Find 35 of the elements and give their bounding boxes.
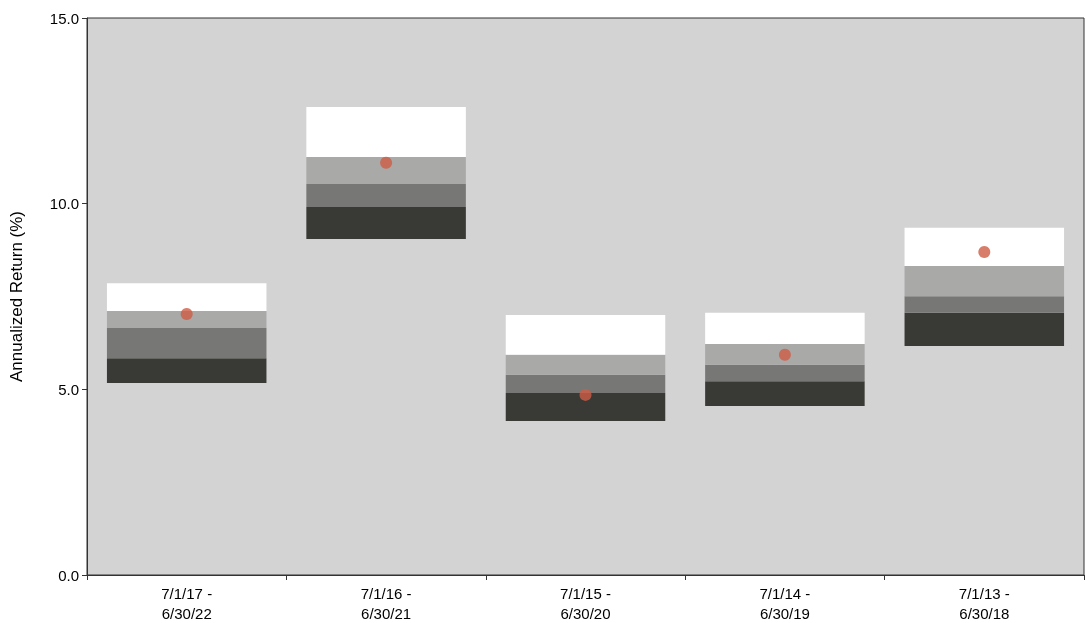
point [180,307,193,320]
y-tick-label: 15.0 [49,9,79,27]
bar [106,283,267,311]
bar [505,354,666,375]
bar [306,183,466,208]
bar [306,207,466,239]
x-tick-label: 7/1/17 - 6/30/22 [161,584,213,622]
y-tick-label: 0.0 [58,566,79,584]
bar [904,227,1065,267]
bar [904,312,1065,346]
bar [904,296,1065,313]
bar [306,107,466,157]
bar [904,266,1065,297]
point [380,156,393,169]
bar [705,312,865,345]
bar [705,344,865,365]
bar [106,358,267,384]
bar [705,381,865,407]
x-tick-label: 7/1/15 - 6/30/20 [560,584,611,622]
y-axis-title: Annualized Return (%) [7,210,26,383]
y-tick-label: 5.0 [58,380,79,398]
x-tick-label: 7/1/14 - 6/30/19 [759,584,811,622]
bar [106,310,267,329]
bar [505,393,666,421]
bar [505,315,666,355]
bar [106,328,267,359]
point [579,388,592,401]
bar [705,364,865,382]
y-tick-label: 10.0 [49,195,79,213]
point [978,245,991,258]
x-tick-label: 7/1/13 - 6/30/18 [958,584,1010,622]
x-tick-label: 7/1/16 - 6/30/21 [360,584,412,622]
bar [505,374,666,394]
point [778,348,791,361]
bar [306,156,466,184]
